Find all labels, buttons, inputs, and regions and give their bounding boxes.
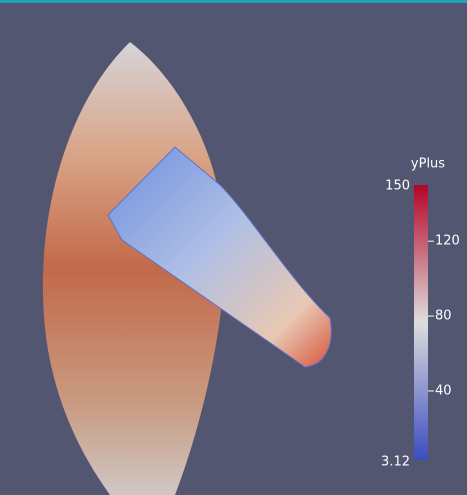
colorbar-title: yPlus xyxy=(411,157,445,172)
colorbar-tick-label: 80 xyxy=(435,309,452,324)
colorbar-min-label: 3.12 xyxy=(381,455,410,470)
colorbar-tick-label: 120 xyxy=(435,234,460,249)
colorbar-max-label: 150 xyxy=(385,179,410,194)
focus-border xyxy=(0,0,467,3)
colorbar-tick-label: 40 xyxy=(435,383,452,398)
colorbar xyxy=(414,185,428,460)
render-view: yPlus 150 3.12 40 80 120 xyxy=(0,0,467,495)
